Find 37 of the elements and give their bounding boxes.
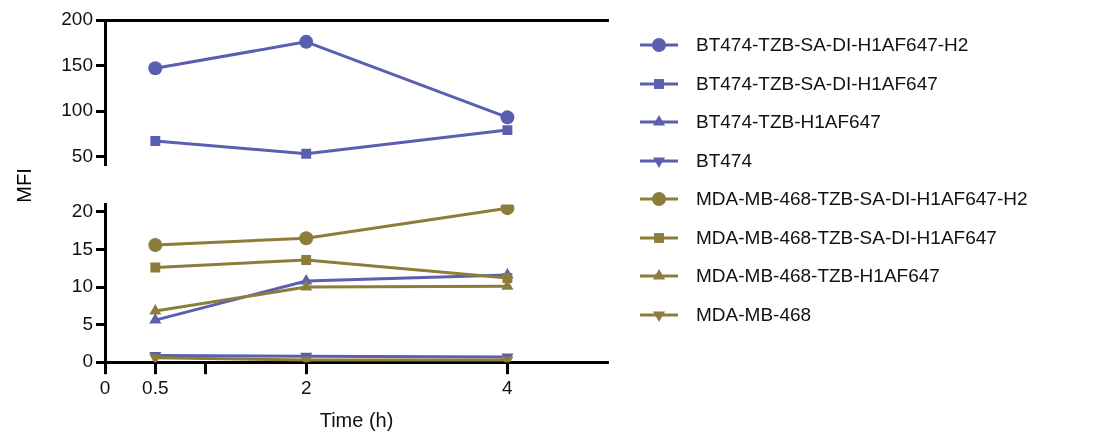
- y-tick-label: 5: [82, 312, 93, 334]
- y-tick-label: 50: [71, 144, 93, 166]
- x-tick-label: 0: [99, 376, 111, 398]
- point: [149, 313, 162, 324]
- legend-label: MDA-MB-468-TZB-SA-DI-H1AF647: [696, 226, 997, 249]
- legend-label: BT474-TZB-SA-DI-H1AF647-H2: [696, 34, 969, 57]
- x-tick-label: 4: [502, 376, 514, 398]
- y-tick-label: 10: [71, 275, 93, 297]
- point: [150, 136, 161, 146]
- point: [148, 61, 163, 76]
- point: [150, 262, 161, 273]
- point: [148, 237, 163, 252]
- x-tick-label: 0.5: [142, 376, 169, 398]
- point: [500, 110, 515, 125]
- legend-label: MDA-MB-468: [696, 303, 812, 326]
- legend-label: MDA-MB-468-TZB-SA-DI-H1AF647-H2: [696, 188, 1028, 211]
- y-tick-label: 15: [71, 237, 93, 259]
- y-tick-label: 100: [61, 99, 93, 121]
- y-tick-label: 20: [71, 200, 93, 222]
- point: [149, 304, 162, 315]
- point: [299, 34, 314, 49]
- y-tick-label: 0: [82, 350, 93, 372]
- legend-label: BT474-TZB-H1AF647: [696, 111, 881, 134]
- point: [301, 148, 312, 159]
- y-axis-title: MFI: [12, 167, 36, 203]
- y-tick-label: 150: [61, 53, 93, 75]
- point: [299, 231, 314, 246]
- point: [300, 280, 313, 291]
- point: [301, 255, 312, 265]
- y-tick-label: 200: [61, 8, 93, 30]
- x-tick-label: 2: [300, 376, 312, 398]
- point: [502, 125, 513, 136]
- point: [502, 273, 513, 283]
- legend-label: BT474-TZB-SA-DI-H1AF647: [696, 72, 938, 95]
- legend-label: MDA-MB-468-TZB-H1AF647: [696, 265, 940, 288]
- x-axis-title: Time (h): [319, 408, 394, 431]
- legend-label: BT474: [696, 149, 752, 172]
